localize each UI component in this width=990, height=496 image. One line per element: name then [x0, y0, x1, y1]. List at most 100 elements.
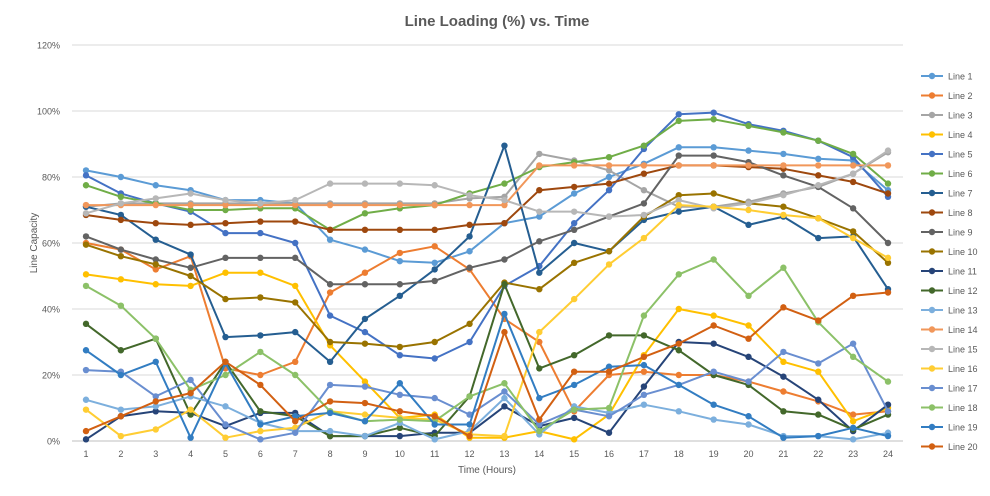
y-axis-label: Line Capacity — [29, 213, 40, 274]
legend-label: Line 10 — [948, 247, 978, 257]
x-tick-label: 11 — [430, 449, 439, 459]
data-point — [82, 271, 90, 278]
data-point — [187, 389, 194, 397]
data-point — [187, 376, 194, 384]
data-point — [710, 152, 717, 159]
data-point — [884, 254, 892, 262]
data-point — [640, 361, 648, 369]
data-point — [187, 206, 194, 214]
data-point — [640, 200, 648, 207]
data-point — [780, 434, 787, 441]
data-point — [710, 368, 717, 375]
data-point — [82, 366, 90, 374]
legend-swatch-marker — [928, 111, 936, 119]
data-point — [780, 150, 787, 158]
x-tick-label: 19 — [709, 449, 719, 459]
legend-label: Line 4 — [948, 130, 973, 140]
series-5 — [82, 109, 892, 362]
data-point — [501, 256, 508, 263]
data-point — [152, 220, 159, 227]
data-point — [675, 371, 682, 379]
data-point — [849, 234, 857, 242]
data-point — [675, 152, 682, 159]
data-point — [884, 432, 892, 440]
data-point — [326, 236, 334, 243]
data-point — [466, 264, 473, 271]
data-point — [396, 257, 404, 265]
data-point — [117, 216, 125, 224]
data-point — [396, 408, 404, 415]
data-point — [187, 282, 194, 290]
data-point — [292, 201, 299, 209]
data-point — [222, 421, 229, 428]
data-point — [605, 368, 613, 375]
data-point — [82, 436, 90, 443]
data-point — [849, 170, 857, 177]
data-point — [815, 215, 822, 222]
data-point — [326, 281, 334, 288]
data-point — [82, 347, 90, 354]
data-point — [815, 182, 822, 189]
data-point — [257, 254, 264, 262]
legend-swatch-marker — [928, 248, 936, 255]
series-line — [85, 242, 889, 416]
data-point — [675, 305, 682, 313]
data-point — [570, 436, 578, 443]
legend: Line 1 Line 2 Line 3 Line 4 Line 5 Line 6 Line… — [921, 72, 978, 452]
data-point — [187, 264, 194, 271]
data-point — [326, 427, 334, 435]
data-point — [570, 162, 578, 169]
legend-label: Line 14 — [948, 325, 978, 335]
y-tick-label: 20% — [42, 371, 60, 381]
data-point — [152, 281, 159, 288]
data-point — [605, 167, 613, 174]
data-point — [780, 172, 787, 179]
series-lines — [82, 109, 892, 443]
data-point — [361, 383, 369, 390]
data-point — [326, 312, 334, 319]
data-point — [640, 332, 648, 339]
series-7 — [82, 142, 892, 365]
legend-swatch-marker — [928, 209, 936, 216]
data-point — [501, 403, 508, 410]
series-line — [85, 271, 889, 441]
data-point — [361, 269, 369, 276]
data-point — [745, 162, 752, 169]
data-point — [292, 328, 299, 336]
legend-item: Line 11 — [921, 267, 977, 277]
data-point — [605, 429, 613, 436]
x-tick-label: 1 — [83, 449, 88, 459]
data-point — [570, 220, 578, 227]
x-tick-label: 4 — [188, 449, 193, 459]
series-14 — [82, 162, 892, 209]
data-point — [222, 206, 229, 214]
data-point — [780, 358, 787, 365]
data-point — [117, 246, 125, 253]
series-2 — [82, 239, 892, 418]
data-point — [605, 213, 613, 220]
legend-item: Line 3 — [921, 111, 973, 121]
data-point — [117, 173, 125, 181]
legend-label: Line 16 — [948, 364, 978, 374]
data-point — [501, 201, 508, 209]
x-tick-label: 3 — [153, 449, 158, 459]
data-point — [187, 411, 194, 418]
y-tick-label: 120% — [37, 41, 60, 51]
data-point — [361, 411, 369, 418]
data-point — [257, 332, 264, 339]
data-point — [326, 201, 334, 209]
y-tick-label: 100% — [37, 107, 60, 117]
data-point — [536, 338, 543, 346]
data-point — [152, 201, 159, 209]
data-point — [222, 333, 229, 341]
data-point — [536, 208, 543, 215]
data-point — [536, 416, 543, 423]
data-point — [152, 256, 159, 263]
data-point — [466, 393, 473, 400]
data-point — [187, 251, 194, 258]
data-point — [745, 221, 752, 229]
data-point — [605, 154, 613, 161]
data-point — [257, 381, 264, 389]
legend-item: Line 12 — [921, 286, 978, 296]
